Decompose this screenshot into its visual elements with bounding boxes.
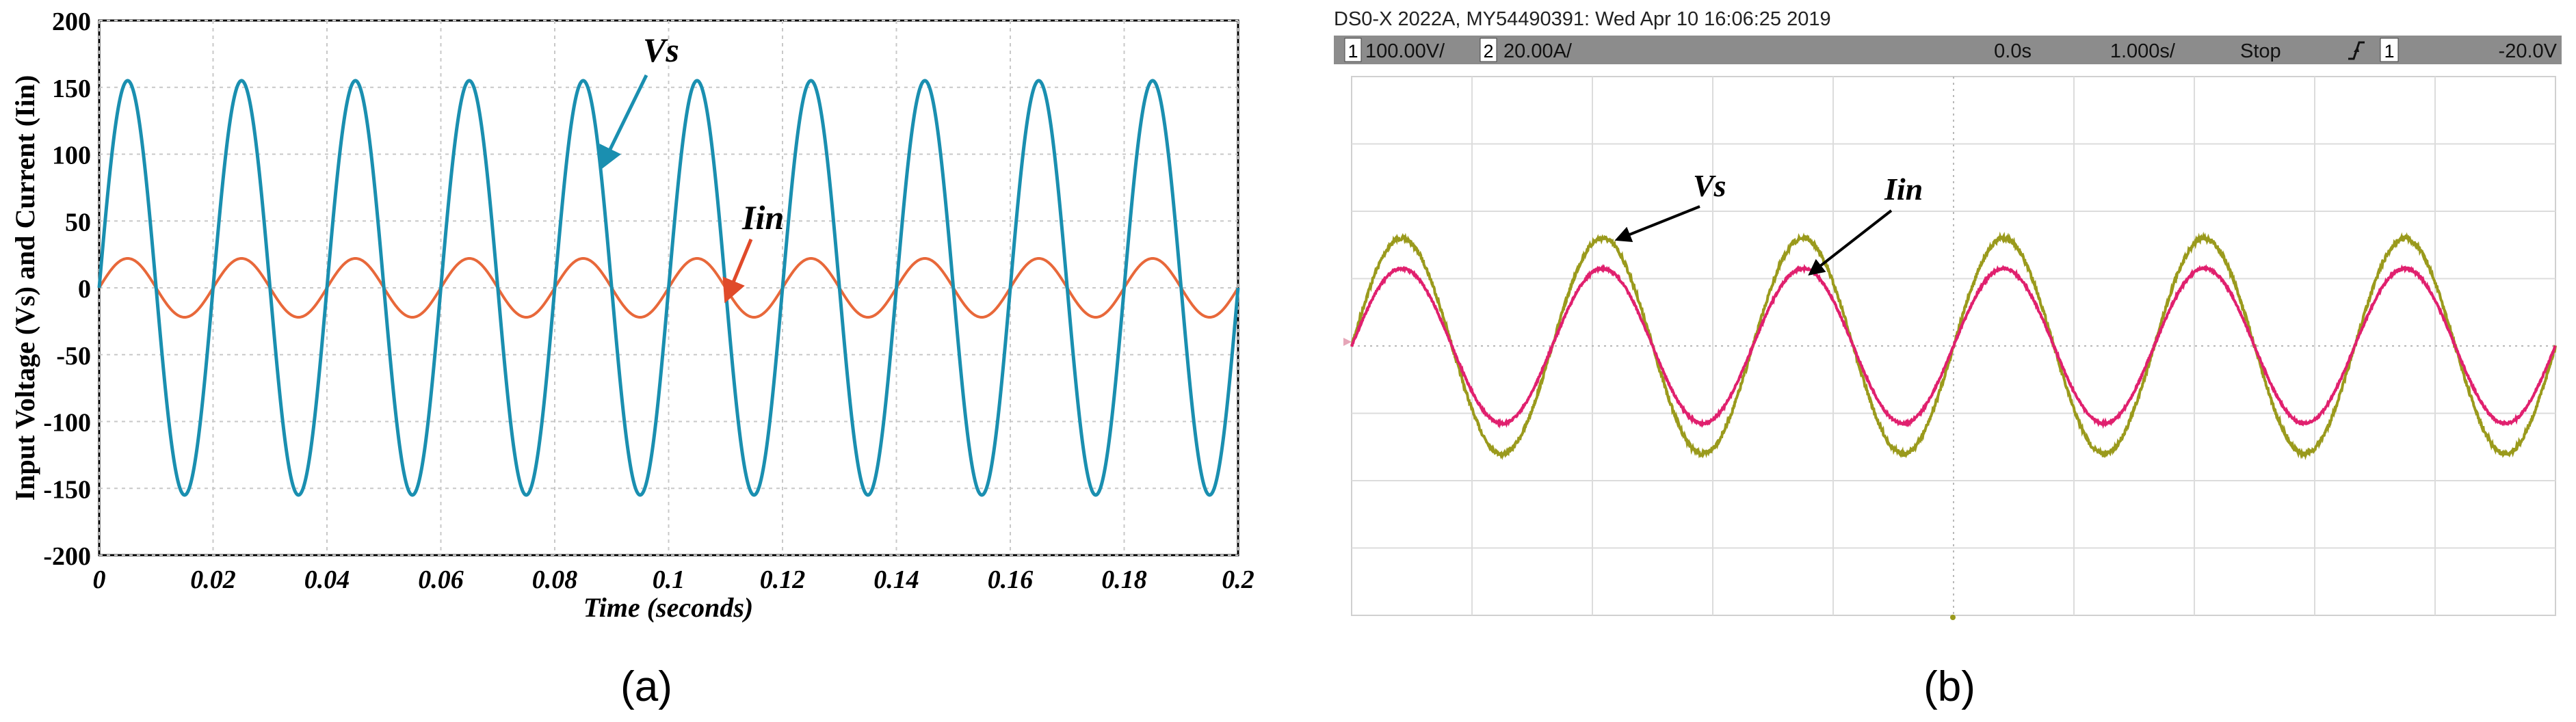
panel-a-x-tick-label: 0.06 xyxy=(418,565,464,594)
panel-a-x-tick-label: 0.1 xyxy=(653,565,685,594)
scope-trigger-marker xyxy=(1950,615,1956,620)
scope-delay: 0.0s xyxy=(1994,40,2032,62)
scope-ground-marker xyxy=(1343,338,1352,346)
scope-ch1-number: 1 xyxy=(1348,41,1358,62)
scope-trigger-level: -20.0V xyxy=(2499,40,2558,62)
panel-a-y-tick-label: 0 xyxy=(78,275,91,304)
panel-a-y-tick-label: 100 xyxy=(52,142,91,170)
scope-ch1-scale: 100.00V/ xyxy=(1365,40,1445,62)
panel-a-x-tick-label: 0.12 xyxy=(760,565,806,594)
panel-a-label: (a) xyxy=(620,663,672,710)
panel-a-annotation-vs: Vs xyxy=(643,31,679,69)
panel-a-y-tick-label: -200 xyxy=(43,542,91,571)
panel-b-annotation-vs: Vs xyxy=(1693,168,1726,203)
panel-a-x-tick-label: 0.18 xyxy=(1101,565,1147,594)
scope-ch2-scale: 20.00A/ xyxy=(1503,40,1573,62)
trigger-edge-icon xyxy=(2348,41,2365,60)
panel-a-x-tick-label: 0.14 xyxy=(873,565,919,594)
panel-a-x-tick-label: 0 xyxy=(93,565,106,594)
panel-a-x-tick-label: 0.2 xyxy=(1222,565,1254,594)
panel-a-grid xyxy=(98,20,1239,556)
scope-grid xyxy=(1352,77,2555,615)
panel-b-label: (b) xyxy=(1923,663,1975,710)
scope-trace-iin xyxy=(1350,263,2557,429)
panel-a-y-tick-label: -50 xyxy=(56,342,91,371)
panel-a-x-tick-label: 0.08 xyxy=(532,565,578,594)
panel-a-x-axis-label: Time (seconds) xyxy=(583,592,753,623)
panel-a-y-tick-label: 50 xyxy=(65,208,91,237)
panel-a-series-vs xyxy=(97,79,1240,497)
scope-header: DS0-X 2022A, MY54490391: Wed Apr 10 16:0… xyxy=(1334,8,1831,30)
panel-a-annotation-iin: Iin xyxy=(741,198,784,237)
panel-a-y-tick-label: -150 xyxy=(43,475,91,504)
panel-a-y-tick-label: 200 xyxy=(52,8,91,36)
panel-a-y-tick-label: 150 xyxy=(52,75,91,103)
panel-a-y-axis-label: Input Voltage (Vs) and Current (Iin) xyxy=(10,75,40,501)
panel-b-annotation-iin: Iin xyxy=(1884,172,1923,206)
scope-ch2-number: 2 xyxy=(1483,41,1493,62)
panel-a-x-ticks: 0 0.02 0.04 0.06 0.08 0.1 0.12 0.14 0.16 0.18 0.2 xyxy=(93,565,1254,594)
scope-timebase: 1.000s/ xyxy=(2110,40,2176,62)
scope-run-status: Stop xyxy=(2240,40,2281,62)
panel-a-x-tick-label: 0.02 xyxy=(190,565,236,594)
panel-a-chart: 200 150 100 50 0 -50 -100 -150 -200 0 0.02 0.04 0.0… xyxy=(10,8,1254,710)
panel-a-y-tick-label: -100 xyxy=(43,409,91,438)
panel-b-arrow-iin xyxy=(1808,209,1893,276)
panel-a-x-tick-label: 0.04 xyxy=(304,565,350,594)
panel-b-oscilloscope: DS0-X 2022A, MY54490391: Wed Apr 10 16:0… xyxy=(1334,8,2562,710)
scope-trigger-channel: 1 xyxy=(2384,41,2394,62)
panel-b-arrow-vs xyxy=(1614,205,1700,243)
panel-a-y-ticks: 200 150 100 50 0 -50 -100 -150 -200 xyxy=(43,8,91,571)
panel-a-arrow-iin xyxy=(722,239,753,304)
panel-a-arrow-vs xyxy=(599,74,648,171)
scope-toolbar: 1 100.00V/ 2 20.00A/ 0.0s 1.000s/ Stop 1… xyxy=(1334,36,2562,64)
panel-a-x-tick-label: 0.16 xyxy=(988,565,1034,594)
